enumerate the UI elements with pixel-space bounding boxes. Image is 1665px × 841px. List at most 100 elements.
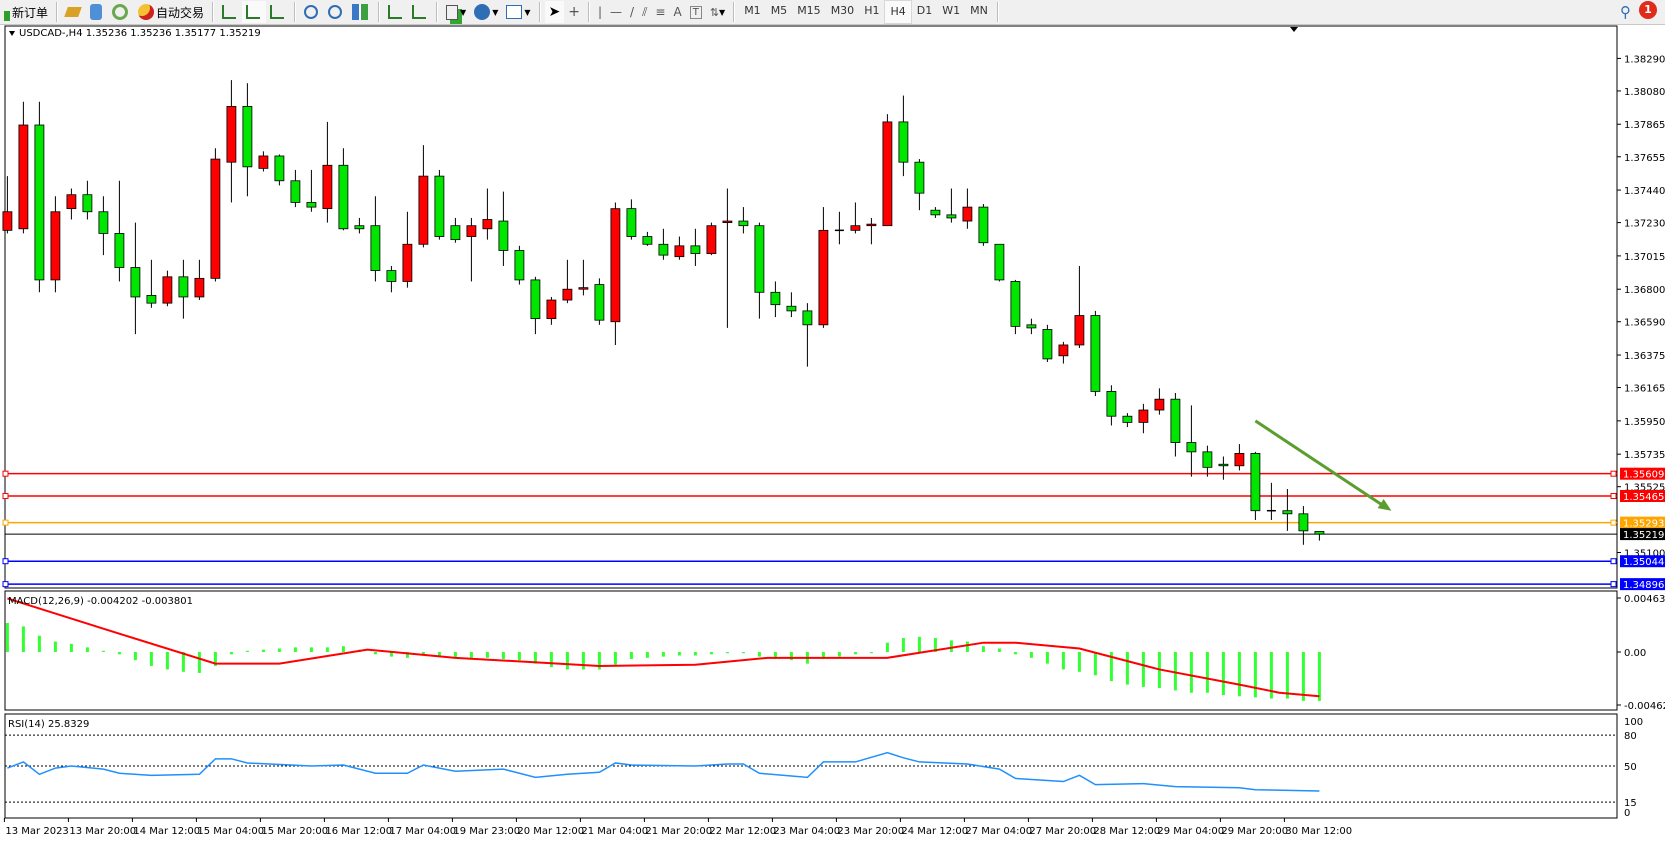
- level-anchor-handle[interactable]: [2, 558, 9, 565]
- auto-scroll-button[interactable]: [384, 1, 408, 23]
- tile-windows-button[interactable]: [348, 1, 374, 23]
- candle-body: [178, 276, 189, 298]
- time-label: 14 Mar 12:00: [133, 826, 200, 837]
- separator: [294, 2, 297, 22]
- indicators-button[interactable]: ▼: [442, 1, 470, 23]
- level-price-badge: [1620, 555, 1665, 568]
- line-chart-button[interactable]: [266, 1, 290, 23]
- signals-button[interactable]: [108, 1, 134, 23]
- macd-signal-line: [7, 597, 1320, 698]
- candle-body: [146, 294, 157, 304]
- level-anchor-handle[interactable]: [1610, 492, 1617, 499]
- candle-body: [402, 243, 413, 282]
- candle-body: [866, 223, 877, 227]
- candle-body: [578, 287, 589, 290]
- dropdown-arrow-icon: ▼: [460, 7, 467, 17]
- arrows-button[interactable]: ⇅ ▼: [706, 1, 729, 23]
- search-button[interactable]: ⚲: [1616, 1, 1635, 23]
- zoom-out-button[interactable]: [324, 1, 348, 23]
- candle-body: [898, 121, 909, 163]
- time-label: 22 Mar 12:00: [709, 826, 776, 837]
- time-label: 17 Mar 04:00: [389, 826, 456, 837]
- notification-badge[interactable]: 1: [1639, 1, 1657, 19]
- add-indicator-icon: [446, 4, 459, 20]
- price-tick-label: 1.38080: [1624, 87, 1665, 98]
- fibonacci-button[interactable]: ≡: [651, 1, 669, 23]
- candle-body: [514, 250, 525, 281]
- candle-body: [1138, 409, 1149, 423]
- rsi-tick-label: 100: [1624, 717, 1643, 728]
- chart-shift-button[interactable]: [408, 1, 432, 23]
- candlestick-button[interactable]: [242, 1, 267, 23]
- new-order-button[interactable]: 新订单: [0, 1, 52, 23]
- candle-body: [914, 161, 925, 194]
- level-anchor-handle[interactable]: [2, 492, 9, 499]
- level-anchor-handle[interactable]: [2, 470, 9, 477]
- time-label: 23 Mar 20:00: [837, 826, 904, 837]
- candle-body: [642, 236, 653, 245]
- trendline-button[interactable]: /: [626, 1, 638, 23]
- level-anchor-handle[interactable]: [2, 581, 9, 588]
- timeframe-h4[interactable]: H4: [884, 0, 912, 24]
- periods-button[interactable]: ▼: [470, 1, 502, 23]
- candle-body: [354, 225, 365, 230]
- dropdown-arrow-icon: ▼: [719, 7, 726, 17]
- candle-body: [610, 208, 621, 323]
- text-label-button[interactable]: T: [686, 1, 706, 23]
- price-tick-label: 1.37015: [1624, 252, 1665, 263]
- zoom-in-icon: [304, 5, 319, 19]
- trend-arrow-line[interactable]: [1254, 419, 1385, 507]
- zoom-in-button[interactable]: [300, 1, 324, 23]
- vertical-line-button[interactable]: |: [594, 1, 606, 23]
- level-anchor-handle[interactable]: [1610, 470, 1617, 477]
- timeframe-m15[interactable]: M15: [797, 4, 821, 17]
- price-tick-label: 1.37865: [1624, 120, 1665, 131]
- timeframe-m5[interactable]: M5: [770, 4, 788, 17]
- chart-header: USDCAD-,H4 1.35236 1.35236 1.35177 1.352…: [19, 28, 261, 39]
- auto-trading-button[interactable]: 自动交易: [134, 1, 208, 23]
- timeframe-m30[interactable]: M30: [830, 4, 855, 17]
- timeframe-h1[interactable]: H1: [864, 4, 880, 17]
- horizontal-line-button[interactable]: —: [606, 1, 626, 23]
- navigator-button[interactable]: [86, 1, 108, 23]
- timeframe-mn[interactable]: MN: [970, 4, 988, 17]
- macd-tick-label: 0.00: [1624, 648, 1646, 659]
- chart-shift-marker-icon[interactable]: [1290, 27, 1298, 32]
- time-label: 15 Mar 20:00: [261, 826, 328, 837]
- cursor-button[interactable]: ➤: [544, 1, 565, 23]
- level-anchor-handle[interactable]: [1610, 519, 1617, 526]
- candle-body: [290, 180, 301, 203]
- crosshair-button[interactable]: +: [564, 1, 584, 23]
- price-tick-label: 1.35950: [1624, 417, 1665, 428]
- candle-body: [594, 284, 605, 321]
- level-anchor-handle[interactable]: [1610, 558, 1617, 565]
- template-icon: [506, 5, 523, 19]
- candle-body: [2, 211, 13, 231]
- dropdown-arrow-icon: ▼: [524, 7, 531, 17]
- text-button[interactable]: A: [669, 1, 685, 23]
- bar-chart-button[interactable]: [218, 1, 242, 23]
- equidistant-channel-button[interactable]: ⫽: [638, 1, 651, 23]
- timeframe-w1[interactable]: W1: [942, 4, 961, 17]
- level-price-label: 1.35044: [1623, 557, 1664, 568]
- auto-trading-icon: [138, 4, 155, 20]
- separator: [996, 2, 999, 22]
- timeframe-d1[interactable]: D1: [916, 4, 933, 17]
- level-anchor-handle[interactable]: [1610, 581, 1617, 588]
- rsi-label: RSI(14) 25.8329: [8, 719, 89, 730]
- timeframe-m1[interactable]: M1: [744, 4, 761, 17]
- level-anchor-handle[interactable]: [2, 519, 9, 526]
- separator: [378, 2, 381, 22]
- horizontal-line-icon: —: [610, 5, 623, 19]
- channel-icon: ⫽: [642, 4, 648, 19]
- rsi-line: [7, 751, 1320, 792]
- zoom-out-icon: [328, 5, 343, 19]
- templates-button[interactable]: ▼: [502, 1, 534, 23]
- macd-label: MACD(12,26,9) -0.004202 -0.003801: [8, 596, 193, 607]
- signal-icon: [112, 4, 129, 20]
- cursor-icon: ➤: [548, 4, 561, 20]
- symbol-menu-icon[interactable]: [9, 31, 15, 36]
- toolbar: 新订单 自动交易 ▼ ▼ ▼ ➤ + | — / ⫽ ≡ A T ⇅ ▼ M1 M5…: [0, 0, 1665, 25]
- candle-body: [50, 211, 61, 281]
